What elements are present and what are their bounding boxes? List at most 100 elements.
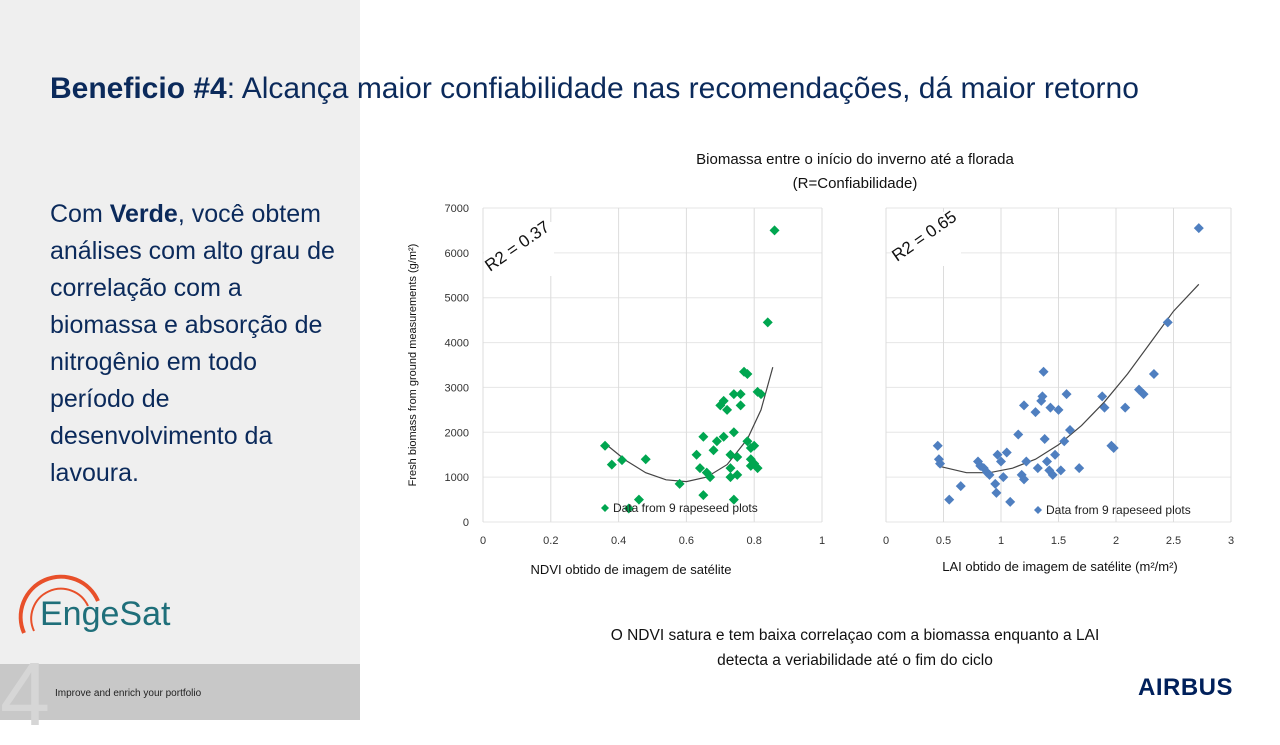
chart1-data-point <box>728 427 739 438</box>
chart1-xtick-label: 1 <box>819 535 825 547</box>
chart1-data-point <box>749 440 760 451</box>
chart1-data-point <box>718 395 729 406</box>
chart1-xtick-label: 0.6 <box>679 535 694 547</box>
chart2-data-point <box>955 481 966 492</box>
chart1-data-point <box>698 490 709 501</box>
chart2-xtick-label: 0.5 <box>936 535 951 547</box>
chart2-data-point <box>1047 469 1058 480</box>
chart2-data-point <box>1005 496 1016 507</box>
chart2-data-point <box>1037 391 1048 402</box>
chart2-trend-line <box>937 283 1200 474</box>
chart1-xtick-label: 0 <box>480 535 486 547</box>
chart-title: Biomassa entre o início do inverno até a… <box>560 148 1150 196</box>
chart2-data-point <box>1061 389 1072 400</box>
chart2-data-point <box>1038 366 1049 377</box>
chart2-data-point <box>998 472 1009 483</box>
chart2-data-point <box>1032 463 1043 474</box>
chart2-data-point <box>1074 463 1085 474</box>
airbus-logo: AIRBUS <box>1138 674 1234 701</box>
chart1-xtick-label: 0.8 <box>747 535 762 547</box>
chart2-data-point <box>944 494 955 505</box>
chart2-data-point <box>1045 402 1056 413</box>
chart1-ytick-label: 3000 <box>445 382 469 394</box>
chart1-data-point <box>728 494 739 505</box>
chart1-data-point <box>769 225 780 236</box>
chart2-annotation-bg <box>891 212 961 266</box>
chart2-data-point <box>996 456 1006 467</box>
chart1-data-point <box>633 494 644 505</box>
chart1-data-point <box>735 400 746 411</box>
chart2-xtick-label: 0 <box>883 535 889 547</box>
chart1-data-point <box>725 463 736 474</box>
chart2-xtick-label: 2.5 <box>1166 535 1181 547</box>
chart2-xtick-label: 1 <box>998 535 1004 547</box>
chart1-ytick-label: 2000 <box>445 427 469 439</box>
chart1-ytick-label: 6000 <box>445 248 469 260</box>
chart1-trend-line <box>604 367 774 483</box>
chart1-ytick-label: 5000 <box>445 293 469 305</box>
chart1-data-point <box>742 368 753 379</box>
logo-text: EngeSat <box>40 595 171 633</box>
chart1-data-point <box>694 463 705 474</box>
logo-orange-arc-inner <box>30 587 89 632</box>
chart2-data-point <box>935 458 946 469</box>
chart2-data-point <box>984 469 995 480</box>
chart2-data-point <box>1065 425 1075 436</box>
chart2-data-point <box>991 487 1002 498</box>
chart1-annotation-bg <box>484 222 554 276</box>
chart1-xaxis-label: NDVI obtido de imagem de satélite <box>531 562 732 577</box>
chart1-data-point <box>674 478 685 489</box>
chart1-data-point <box>722 404 733 415</box>
logo-orange-arc <box>18 574 100 634</box>
chart2-data-point <box>992 449 1003 460</box>
chart1-yaxis-label: Fresh biomass from ground measurements (… <box>407 244 419 487</box>
chart1-data-point <box>691 449 702 460</box>
chart1-ytick-label: 7000 <box>445 203 469 215</box>
title-bold: Beneficio #4 <box>50 72 227 105</box>
chart1-data-point <box>616 455 627 466</box>
chart1-legend-marker <box>601 504 609 512</box>
chart2-data-point <box>1039 434 1050 445</box>
title-rest: : Alcança maior confiabilidade nas recom… <box>226 72 1139 105</box>
chart1-data-point <box>623 503 634 514</box>
footer-deco-4: 4 <box>0 645 51 745</box>
chart2-data-point <box>1148 368 1159 379</box>
chart2-data-point <box>1108 442 1119 453</box>
caption-line2: detecta a veriabilidade até o fim do cic… <box>717 652 993 669</box>
chart1-data-point <box>752 463 763 474</box>
chart2-data-point <box>1042 456 1052 467</box>
chart1-data-point <box>711 436 722 447</box>
chart-title-line2: (R=Confiabilidade) <box>792 175 918 192</box>
chart1-data-point <box>732 469 743 480</box>
chart1-xtick-label: 0.4 <box>611 535 626 547</box>
chart1-data-point <box>745 454 756 465</box>
side-text-bold: Verde <box>109 200 178 228</box>
chart2-data-point <box>1059 436 1070 447</box>
side-text-pre: Com <box>50 200 110 228</box>
chart2-legend-label: Data from 9 rapeseed plots <box>1046 503 1191 517</box>
caption: O NDVI satura e tem baixa correlaçao com… <box>520 623 1190 673</box>
chart2-data-point <box>1138 389 1149 400</box>
chart1-data-point <box>698 431 709 442</box>
chart2-xtick-label: 3 <box>1228 535 1234 547</box>
footer-band <box>0 664 360 720</box>
chart2-data-point <box>932 440 943 451</box>
chart1-data-point <box>755 389 766 400</box>
chart1-ytick-label: 1000 <box>445 472 469 484</box>
chart1-ytick-label: 4000 <box>445 338 469 350</box>
chart2-data-point <box>1019 474 1029 485</box>
chart1-data-point <box>732 451 743 462</box>
chart1-data-point <box>600 440 611 451</box>
chart2-data-point <box>1162 317 1173 328</box>
footer-text: Improve and enrich your portfolio <box>55 688 202 699</box>
chart1-data-point <box>708 445 719 456</box>
chart2-data-point <box>1019 400 1029 411</box>
chart1-data-point <box>718 431 729 442</box>
charts-svg: 0 0.2 0.4 0.6 0.8 1 0 1000 2000 3000 4000 5000 6000 7… <box>407 203 1234 577</box>
slide-title: Beneficio #4: Alcança maior confiabilida… <box>50 72 1260 106</box>
chart1-legend-label: Data from 9 rapeseed plots <box>613 501 758 515</box>
chart2-legend-marker <box>1034 506 1042 514</box>
chart1-data-point <box>728 389 739 400</box>
chart2-data-point <box>1050 449 1061 460</box>
chart2-data-point <box>1053 404 1064 415</box>
